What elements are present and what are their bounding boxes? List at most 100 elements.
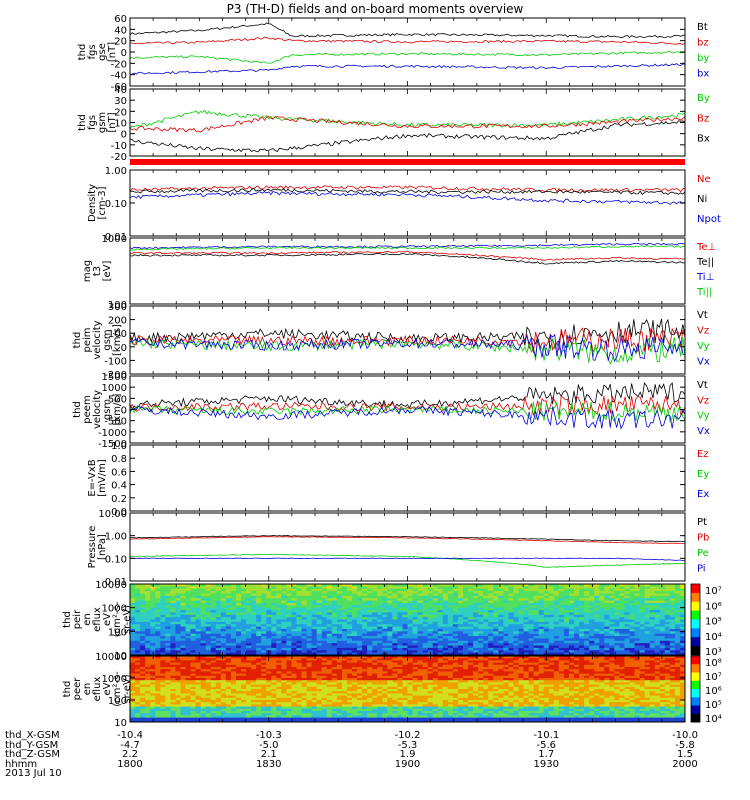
y-tick-label: 100 xyxy=(108,696,127,707)
y-tick-label: 0.01 xyxy=(105,577,127,588)
colorbar-label: 10³ xyxy=(705,647,722,658)
colorbar-swatch xyxy=(691,680,700,690)
colorbar-swatch xyxy=(691,672,700,682)
panel-density: 1.00 0.10 0.01 Density[cm-3] Ne Ni Npot xyxy=(87,166,721,243)
y-tick-label: 40 xyxy=(114,25,127,36)
legend-Vz: Vz xyxy=(697,395,709,406)
colorbar-label: 10⁶ xyxy=(705,601,722,612)
series-By xyxy=(129,109,686,129)
legend-Ey: Ey xyxy=(697,469,709,480)
footer-value: -5.0 xyxy=(258,739,279,751)
series-Pb xyxy=(129,536,686,544)
y-tick-label: 200 xyxy=(108,316,127,327)
colorbar-swatch xyxy=(691,713,700,723)
legend-Ex: Ex xyxy=(697,489,709,500)
panel-pressure: 10.00 1.00 0.10 0.01 Pressure[nPa] Pt Pb Pe Pi xyxy=(87,509,709,588)
y-tick-label: 1000 xyxy=(102,674,127,685)
series-Pi xyxy=(130,557,686,562)
y-tick-label: 0.8 xyxy=(111,454,127,465)
colorbar-label: 10⁷ xyxy=(705,586,722,597)
y-tick-label: -200 xyxy=(104,370,127,381)
y-tick-label: 0.6 xyxy=(111,467,127,478)
y-tick-label: 20 xyxy=(114,37,127,48)
legend-Pe: Pe xyxy=(697,548,709,559)
y-tick-label: 500 xyxy=(108,394,127,405)
footer-value: 1.9 xyxy=(399,749,416,760)
legend-Bx: Bx xyxy=(697,134,710,145)
chart-title: P3 (TH-D) fields and on-board moments ov… xyxy=(226,2,524,16)
legend-Vy: Vy xyxy=(697,411,710,422)
y-axis-label: Pressure[nPa] xyxy=(87,526,108,569)
footer-value: 2.1 xyxy=(260,749,277,760)
y-tick-label: -20 xyxy=(111,152,127,163)
y-tick-label: -60 xyxy=(111,82,127,93)
colorbar-frame xyxy=(690,583,701,656)
y-tick-label: 0 xyxy=(121,48,127,59)
footer-label: thd_Z-GSM xyxy=(5,749,60,760)
series-Pt xyxy=(129,535,686,543)
overview-plot: 6040200-20-40-60thdfgsgse[nT]Btbzbybx403… xyxy=(62,14,722,729)
series-bz xyxy=(129,36,686,45)
legend-Vy: Vy xyxy=(697,341,710,352)
legend-Ez: Ez xyxy=(697,449,709,460)
colorbar-label: 10⁵ xyxy=(705,617,722,628)
colorbar-frame xyxy=(690,655,701,723)
series-Vz xyxy=(129,395,686,417)
footer-label: hhmm xyxy=(5,758,38,770)
y-tick-label: -1000 xyxy=(98,428,127,439)
y-tick-label: -500 xyxy=(104,417,127,428)
y-tick-label: 1000 xyxy=(102,383,127,394)
y-tick-label: 100 xyxy=(108,300,127,311)
y-tick-label: 0.01 xyxy=(105,232,127,243)
y-tick-label: 10000 xyxy=(95,652,127,663)
colorbar-label: 10⁴ xyxy=(705,632,722,643)
footer-value: 1930 xyxy=(533,758,559,770)
y-tick-label: 100 xyxy=(108,627,127,638)
y-tick-label: 0 xyxy=(121,343,127,354)
panel-frame xyxy=(129,444,686,512)
series-Te⊥ xyxy=(130,250,686,261)
colorbar-label: 10⁵ xyxy=(705,700,722,711)
legend-Pb: Pb xyxy=(697,533,709,544)
colorbar-label: 10⁴ xyxy=(705,714,722,725)
colorbar-swatch xyxy=(691,601,700,612)
footer-value: 1830 xyxy=(256,758,282,770)
y-axis-label: magt3[eV] xyxy=(82,260,113,282)
panel-temp: 1000 100 magt3[eV] Te⊥ Te|| Ti⊥ Ti|| xyxy=(82,234,716,311)
footer-value: -10.4 xyxy=(117,730,143,741)
y-tick-label: -100 xyxy=(104,356,127,367)
footer-value: -10.0 xyxy=(672,730,698,741)
legend-bz: bz xyxy=(697,38,709,49)
legend-Ne: Ne xyxy=(697,174,711,185)
footer-value: -5.8 xyxy=(675,739,695,751)
colorbar-swatch xyxy=(691,664,700,673)
legend-Bz: Bz xyxy=(697,113,709,124)
y-tick-label: -20 xyxy=(111,59,127,70)
y-axis-label: thdpeirenefluxeV(cm²-s-sr-eV) xyxy=(62,601,133,637)
panel-frame xyxy=(129,17,686,87)
y-tick-label: 1000 xyxy=(102,234,127,245)
orbit-footer: thd_X-GSM -10.4 -10.3 -10.2 -10.1 -10.0 thd_Y-… xyxy=(5,731,730,779)
series-Pe xyxy=(130,553,686,568)
y-tick-label: 300 xyxy=(108,302,127,313)
series-Vt xyxy=(129,382,686,410)
footer-row: thd_X-GSM -10.4 -10.3 -10.2 -10.1 -10.0 xyxy=(5,731,730,741)
y-tick-label: 0 xyxy=(121,406,127,417)
footer-label: thd_Y-GSM xyxy=(5,739,59,751)
colorbar-swatch xyxy=(691,628,700,638)
series-Vz xyxy=(129,327,686,354)
footer-value: 1.5 xyxy=(677,749,693,760)
y-tick-label: 0.10 xyxy=(105,199,127,210)
series-Te|| xyxy=(129,252,686,265)
y-tick-label: 1.00 xyxy=(105,532,127,543)
legend-Vx: Vx xyxy=(697,426,710,437)
legend-Bt: Bt xyxy=(697,22,708,33)
y-tick-label: 20 xyxy=(114,107,127,118)
colorbar-swatch xyxy=(691,656,700,665)
footer-value: -4.7 xyxy=(120,739,140,751)
y-axis-label: thdfgsgse[nT] xyxy=(77,42,118,62)
legend-Te||: Te|| xyxy=(696,257,714,268)
series-Ti⊥ xyxy=(129,242,686,250)
series-Bz xyxy=(129,116,686,133)
y-tick-label: 1.0 xyxy=(111,441,127,452)
